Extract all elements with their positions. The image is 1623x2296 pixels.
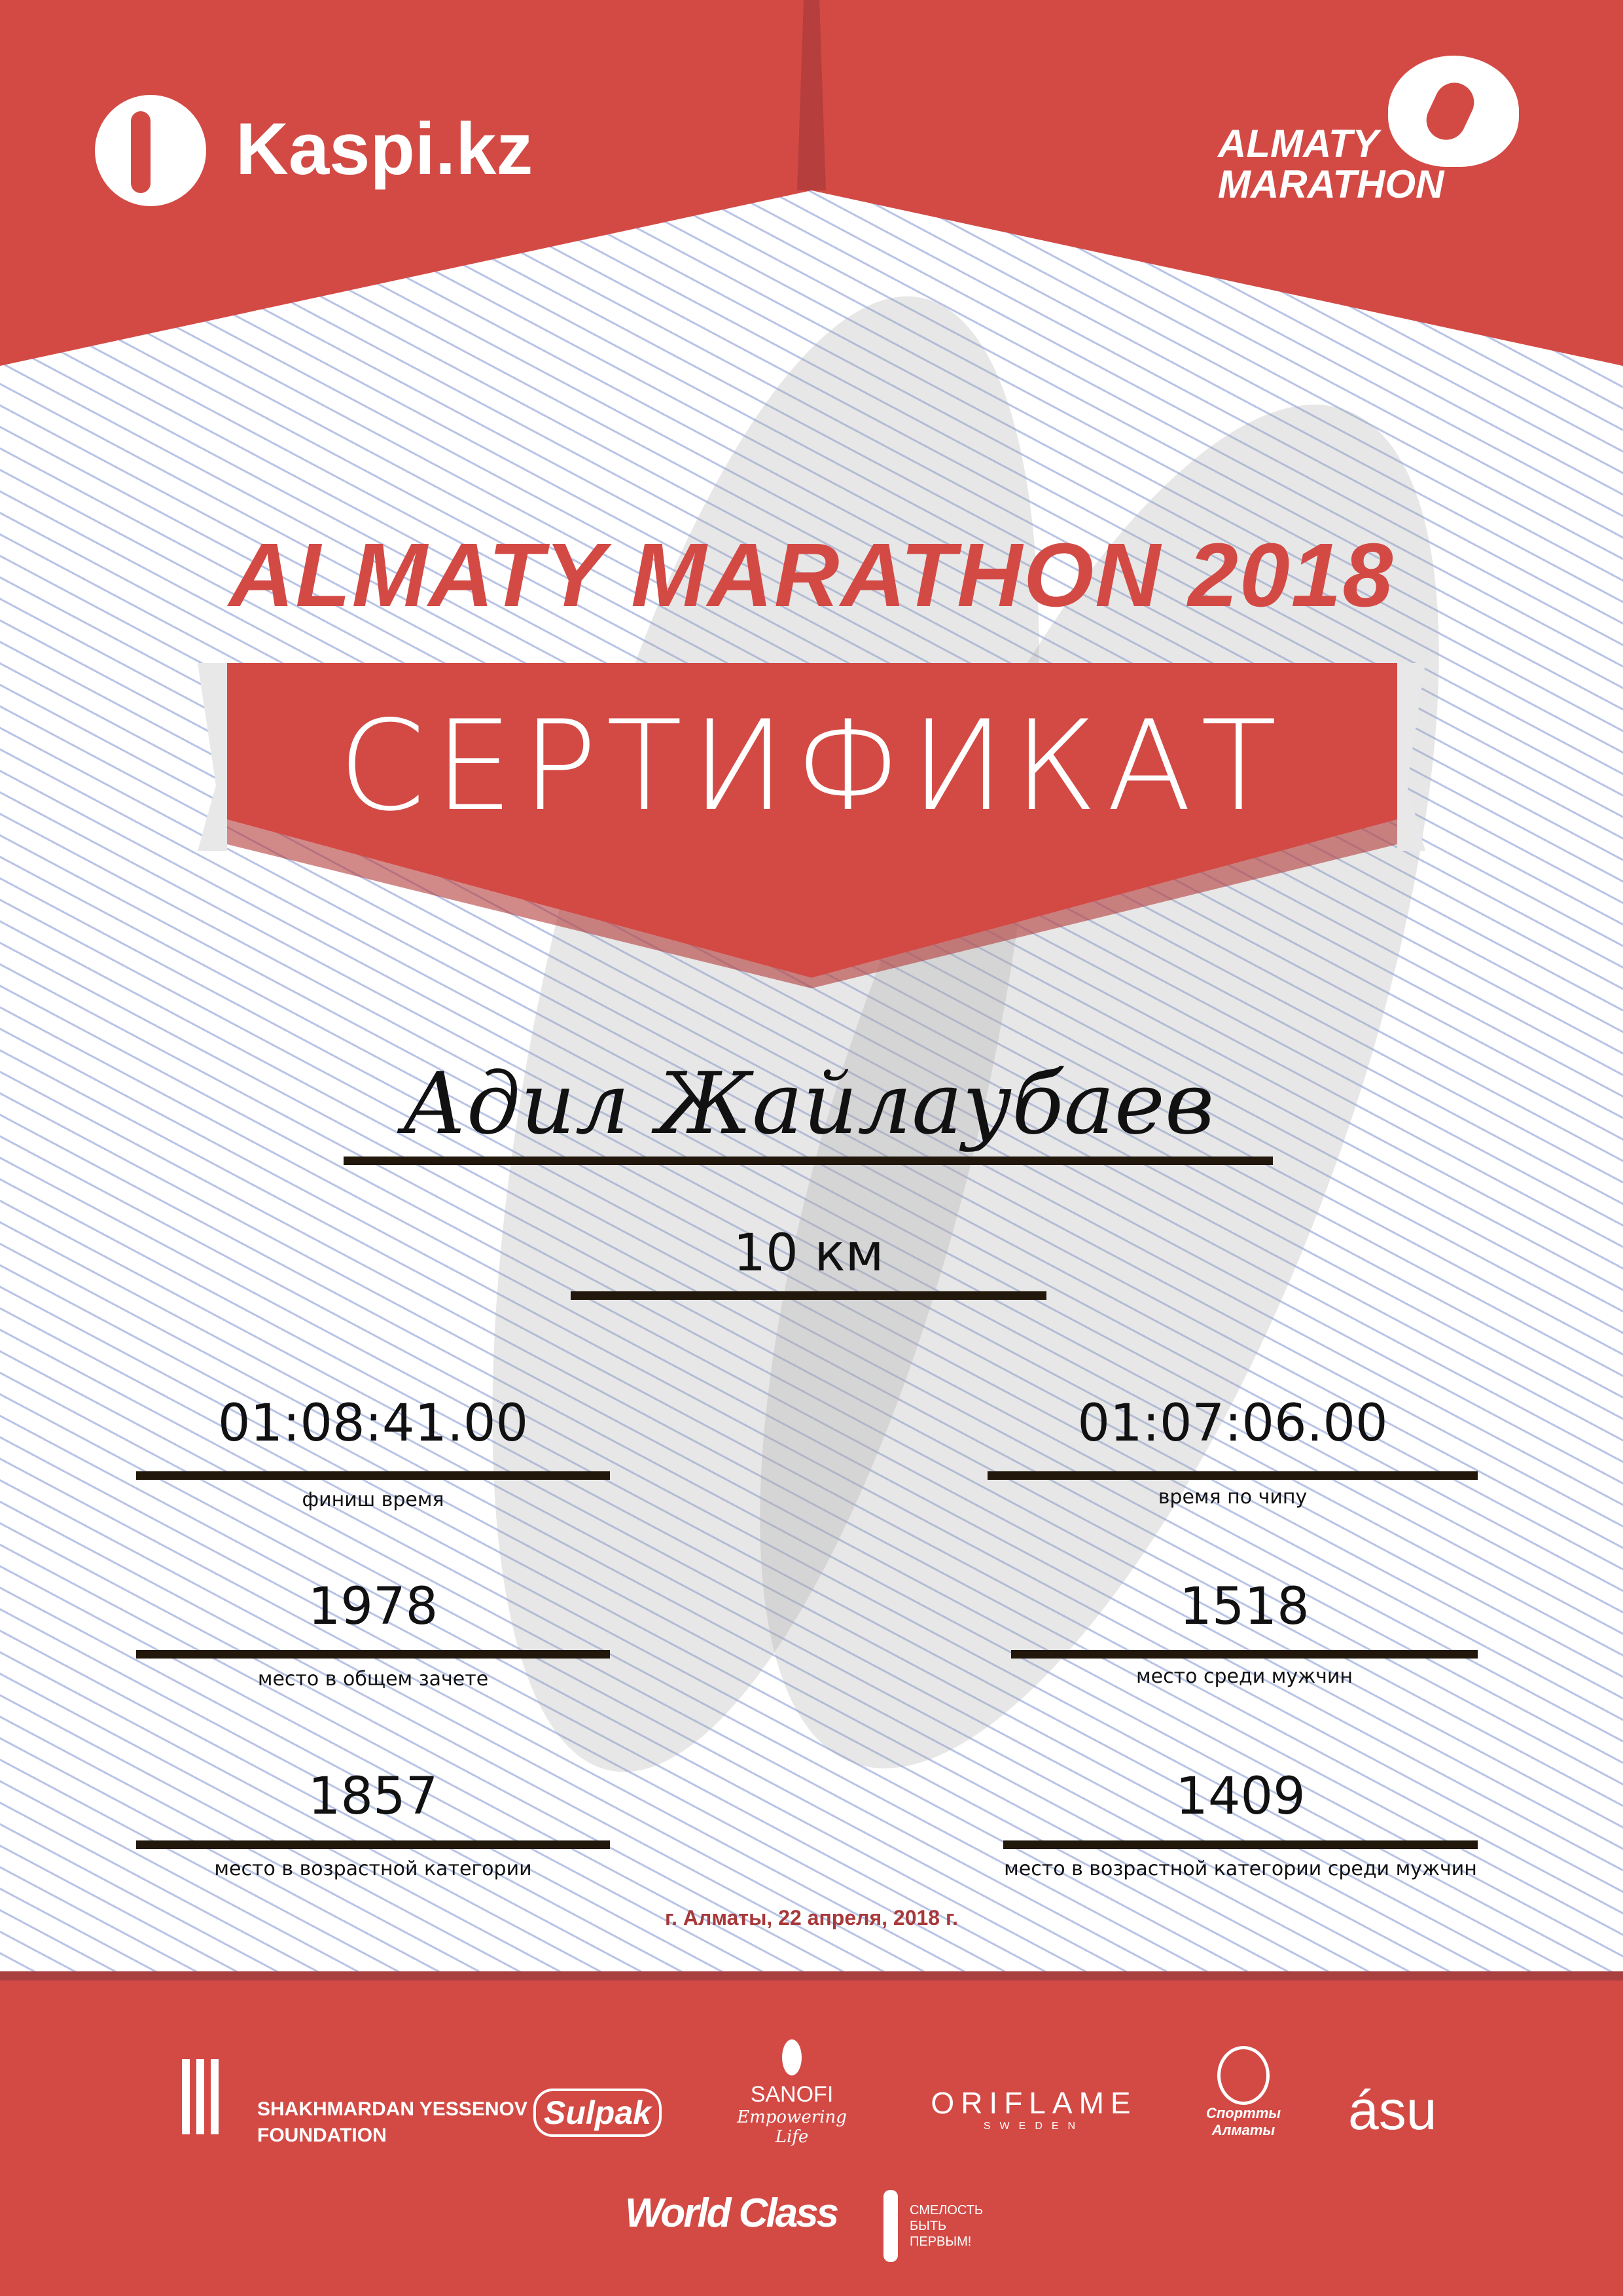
oriflame-logo: ORIFLAME SWEDEN <box>923 2085 1145 2132</box>
sponsors-footer: SHAKHMARDAN YESSENOV FOUNDATION Sulpak S… <box>0 1971 1623 2296</box>
yessenov-logo: SHAKHMARDAN YESSENOV FOUNDATION <box>182 2059 527 2146</box>
sulpak-logo: Sulpak <box>533 2089 662 2137</box>
kaspi-logo: Kaspi.kz <box>95 95 566 206</box>
certificate-heading: СЕРТИФИКАТ <box>338 694 1286 838</box>
stat-underline <box>1003 1840 1478 1849</box>
yessenov-bars-icon <box>182 2059 221 2134</box>
men-place-value: 1518 <box>1179 1577 1310 1636</box>
stat-underline <box>136 1471 610 1480</box>
fund-text-3: ПЕРВЫМ! <box>910 2234 972 2249</box>
asu-logo: ásu <box>1348 2079 1437 2141</box>
issue-date: г. Алматы, 22 апреля, 2018 г. <box>665 1906 958 1929</box>
finish-time-value: 01:08:41.00 <box>217 1394 529 1453</box>
almaty-marathon-logo: ALMATY MARATHON <box>1215 56 1529 213</box>
name-underline <box>344 1157 1273 1165</box>
yessenov-text-1: SHAKHMARDAN YESSENOV <box>257 2098 527 2120</box>
sanofi-text: SANOFI <box>750 2082 834 2107</box>
sanofi-icon <box>782 2039 802 2075</box>
stat-underline <box>136 1840 610 1849</box>
age-place-label: место в возрастной категории <box>214 1857 532 1880</box>
distance-underline <box>571 1291 1046 1300</box>
distance: 10 км <box>733 1224 884 1283</box>
sport-almaty-emblem-icon <box>1217 2046 1270 2105</box>
yessenov-text-2: FOUNDATION <box>257 2125 387 2146</box>
kaspi-logo-text: Kaspi.kz <box>236 108 533 190</box>
fund-text-2: БЫТЬ <box>910 2219 947 2233</box>
fund-figure-icon <box>883 2190 898 2262</box>
finish-time-label: финиш время <box>302 1488 444 1511</box>
oriflame-sub: SWEDEN <box>983 2121 1085 2132</box>
age-men-place-label: место в возрастной категории среди мужчи… <box>1004 1857 1477 1880</box>
overall-place-label: место в общем зачете <box>257 1668 489 1691</box>
logo-line1: ALMATY <box>1218 122 1379 166</box>
worldclass-logo: World Class <box>625 2191 839 2236</box>
overall-place-value: 1978 <box>308 1577 438 1636</box>
age-men-place-value: 1409 <box>1175 1767 1306 1826</box>
stat-underline <box>1011 1650 1478 1659</box>
sport-almaty-text-2: Алматы <box>1211 2122 1275 2138</box>
age-place-value: 1857 <box>308 1767 438 1826</box>
fund-text-1: СМЕЛОСТЬ <box>910 2203 984 2217</box>
sanofi-logo: SANOFI Empowering Life <box>726 2039 857 2147</box>
participant-name: Адил Жайлаубаев <box>402 1054 1215 1153</box>
logo-line2: MARATHON <box>1218 162 1444 206</box>
stat-underline <box>988 1471 1478 1480</box>
kaspi-people-icon <box>131 111 151 193</box>
stat-underline <box>136 1650 610 1659</box>
event-title: ALMATY MARATHON 2018 <box>228 525 1395 626</box>
sport-almaty-text-1: Спортты <box>1205 2105 1281 2121</box>
kaspi-icon <box>95 95 206 206</box>
chip-time-label: время по чипу <box>1158 1486 1308 1509</box>
sport-almaty-logo: Спортты Алматы <box>1198 2046 1289 2139</box>
men-place-label: место среди мужчин <box>1136 1665 1353 1688</box>
oriflame-text: ORIFLAME <box>931 2086 1137 2120</box>
sanofi-tagline: Empowering Life <box>737 2108 847 2147</box>
chip-time-value: 01:07:06.00 <box>1077 1394 1388 1453</box>
